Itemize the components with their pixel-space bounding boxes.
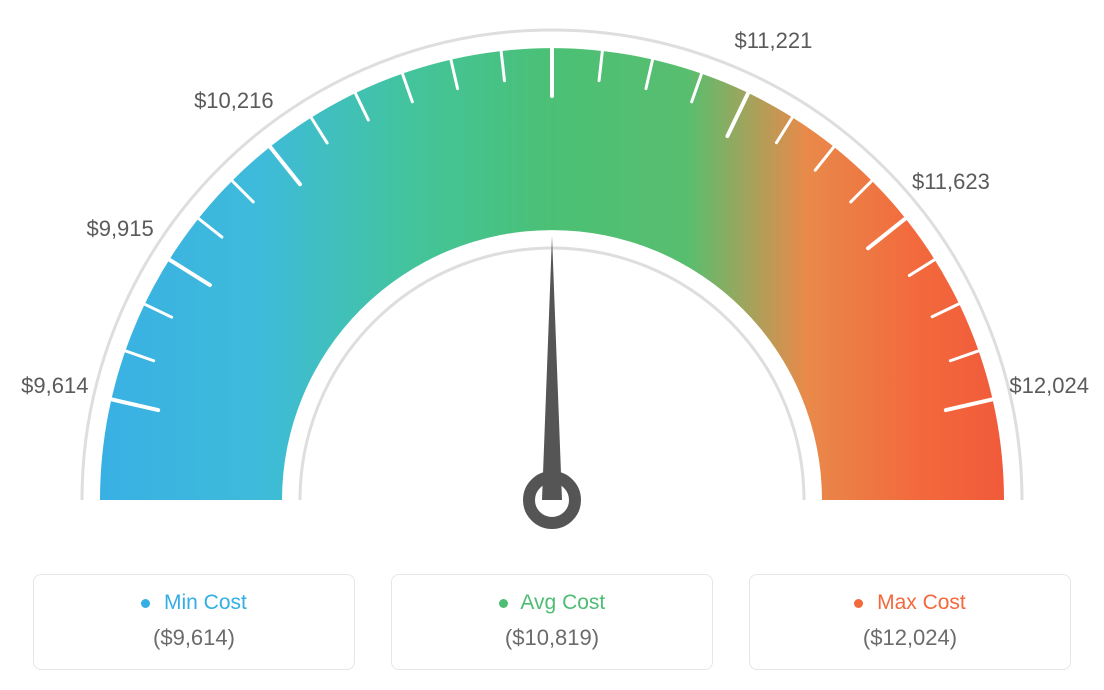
gauge-tick-label: $11,221 <box>734 28 812 54</box>
legend-value-min: ($9,614) <box>44 625 344 651</box>
legend-value-max: ($12,024) <box>760 625 1060 651</box>
dot-icon <box>854 599 863 608</box>
gauge-tick-label: $10,819 <box>512 0 592 3</box>
gauge-tick-label: $10,216 <box>194 88 274 114</box>
gauge-tick-label: $9,915 <box>86 216 153 242</box>
chart-container: $9,614 $9,915 $10,216 $10,819 $11,221 $11,623… <box>0 0 1104 690</box>
legend-title-max: Max Cost <box>760 591 1060 615</box>
legend-title-text: Max Cost <box>877 591 966 614</box>
gauge-tick-label: $9,614 <box>21 373 88 399</box>
legend-card-max: Max Cost ($12,024) <box>749 574 1071 670</box>
gauge-area: $9,614 $9,915 $10,216 $10,819 $11,221 $11,623… <box>0 0 1104 540</box>
gauge-tick-label: $12,024 <box>1009 373 1089 399</box>
gauge-tick-label: $11,623 <box>912 169 990 195</box>
legend-title-text: Min Cost <box>164 591 247 614</box>
legend-card-avg: Avg Cost ($10,819) <box>391 574 713 670</box>
legend-row: Min Cost ($9,614) Avg Cost ($10,819) Max… <box>0 574 1104 670</box>
legend-title-avg: Avg Cost <box>402 591 702 615</box>
dot-icon <box>499 599 508 608</box>
legend-title-text: Avg Cost <box>520 591 605 614</box>
legend-card-min: Min Cost ($9,614) <box>33 574 355 670</box>
gauge-svg <box>0 0 1104 560</box>
legend-title-min: Min Cost <box>44 591 344 615</box>
dot-icon <box>141 599 150 608</box>
legend-value-avg: ($10,819) <box>402 625 702 651</box>
